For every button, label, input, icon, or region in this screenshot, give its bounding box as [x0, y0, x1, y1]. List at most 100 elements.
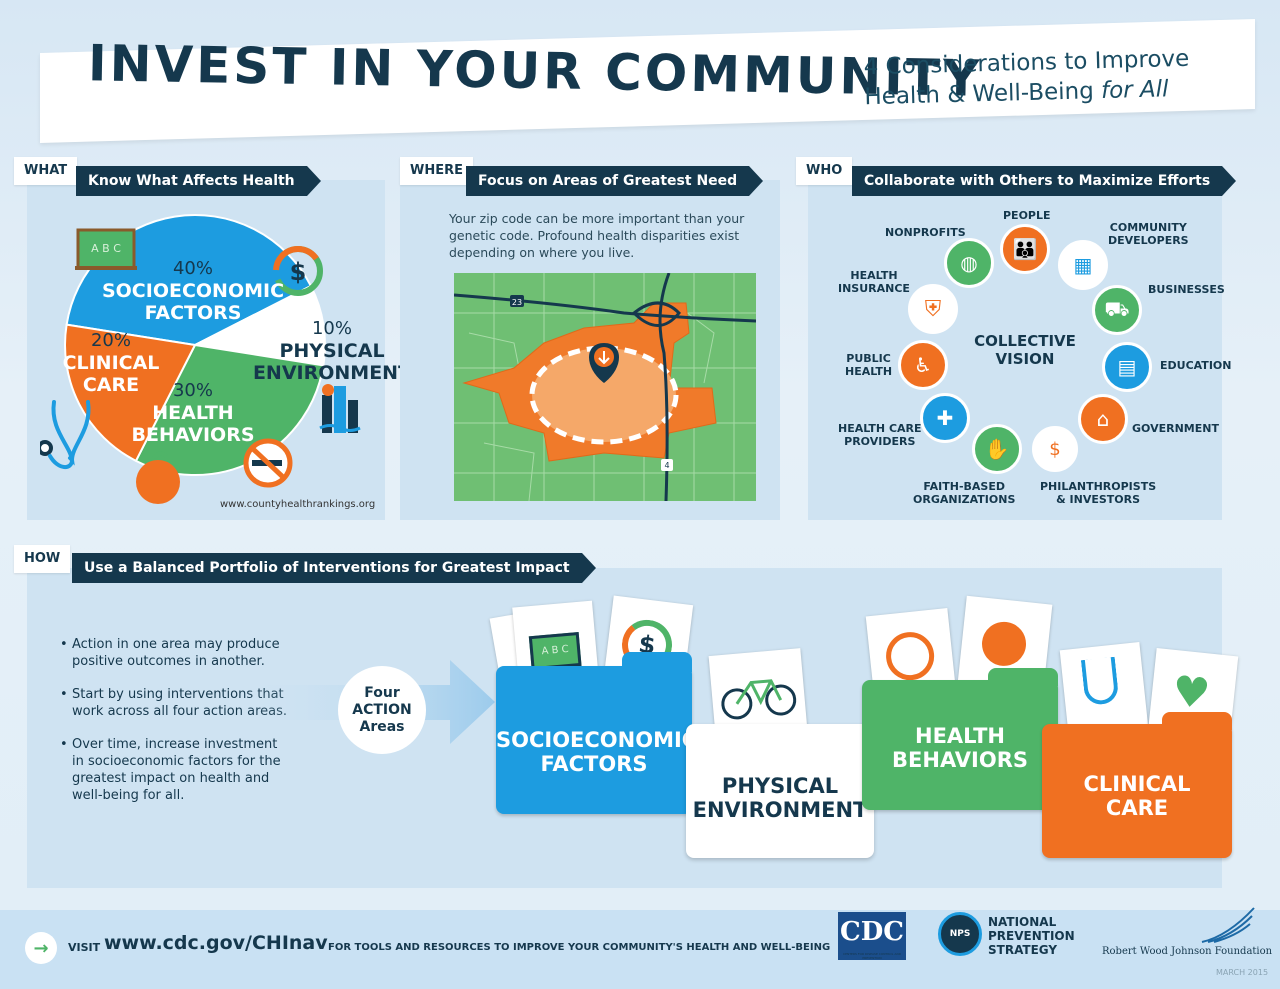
health-behaviors-folder-label: HEALTH BEHAVIORS	[862, 724, 1058, 772]
businesses-icon: ⛟	[1092, 285, 1142, 335]
folder-tab	[622, 652, 692, 672]
health-behaviors-folder: HEALTH BEHAVIORS	[862, 668, 1058, 810]
clinical-label-1: CLINICAL	[62, 352, 160, 374]
government-label: GOVERNMENT	[1132, 422, 1219, 435]
stethoscope-card	[1059, 642, 1149, 736]
route-4-label: 4	[664, 461, 669, 470]
faith-based-icon: ✋	[972, 424, 1022, 474]
faith-based-label: FAITH-BASED ORGANIZATIONS	[913, 480, 1015, 506]
physical-label-2: ENVIRONMENT	[252, 362, 412, 384]
bicycle-icon	[721, 679, 797, 720]
badge-line-2: ACTION	[352, 701, 412, 718]
collective-vision-line-1: COLLECTIVE	[974, 332, 1076, 350]
philanthropists-label: PHILANTHROPISTS & INVESTORS	[1040, 480, 1156, 506]
physical-pct: 10%	[311, 318, 352, 339]
faith-label-1: FAITH-BASED	[923, 480, 1005, 493]
nonprofits-label: NONPROFITS	[885, 226, 966, 239]
insurance-label-2: INSURANCE	[838, 282, 910, 295]
health-care-providers-label: HEALTH CARE PROVIDERS	[838, 422, 922, 448]
clinical-label-2: CARE	[82, 374, 140, 396]
health-insurance-icon: ⛨	[908, 284, 958, 334]
chalkboard-icon: A B C	[75, 228, 137, 270]
community-label-2: DEVELOPERS	[1108, 234, 1189, 247]
visit-label: VISIT	[68, 941, 101, 954]
health-factors-pie: A B C $	[40, 214, 361, 504]
footer	[0, 910, 1280, 989]
insurance-label-1: HEALTH	[850, 269, 898, 282]
health-folder-line-1: HEALTH	[915, 724, 1005, 748]
socioeconomic-folder-label: SOCIOECONOMIC FACTORS	[496, 728, 697, 776]
nps-line-1: NATIONAL	[988, 915, 1057, 929]
philanthropists-icon: $	[1032, 426, 1078, 472]
socio-pct: 40%	[172, 258, 213, 279]
how-bullets: Action in one area may produce positive …	[60, 636, 290, 820]
public-label-2: HEALTH	[845, 365, 893, 378]
collective-vision: COLLECTIVE VISION	[960, 332, 1090, 368]
education-label: EDUCATION	[1160, 359, 1232, 372]
socioeconomic-folder: SOCIOECONOMIC FACTORS	[496, 652, 697, 814]
collective-vision-line-2: VISION	[995, 350, 1055, 368]
clinical-pct: 20%	[90, 330, 131, 351]
route-23-label: 23	[512, 298, 522, 307]
orange-icon-2	[979, 619, 1029, 669]
cdc-logo-sub: CENTERS FOR DISEASE CONTROL AND PREVENTI…	[842, 952, 902, 960]
heart-icon: ♥	[1169, 665, 1213, 719]
folder-tab	[1162, 712, 1232, 730]
behaviors-label-2: BEHAVIORS	[131, 424, 255, 446]
people-label: PEOPLE	[1003, 209, 1051, 222]
stethoscope-icon	[40, 400, 91, 469]
stethoscope-icon-2	[1080, 656, 1120, 707]
svg-text:$: $	[290, 258, 307, 286]
subtitle-line-2-text: Health & Well-Being	[864, 78, 1102, 111]
how-bullet-1: Action in one area may produce positive …	[60, 636, 290, 670]
subtitle-line-2-emphasis: for All	[1100, 76, 1169, 105]
faith-label-2: ORGANIZATIONS	[913, 493, 1016, 506]
behaviors-pct: 30%	[172, 380, 213, 401]
businesses-label: BUSINESSES	[1148, 283, 1225, 296]
government-icon: ⌂	[1078, 394, 1128, 444]
nps-line-2: PREVENTION	[988, 929, 1075, 943]
footer-date: MARCH 2015	[1216, 968, 1269, 977]
clinical-slice-label: 20% CLINICAL CARE	[52, 330, 170, 396]
phys-folder-line-2: ENVIRONMENT	[692, 798, 868, 822]
physical-environment-folder: PHYSICAL ENVIRONMENT	[686, 724, 874, 858]
chalkboard-text: A B C	[91, 242, 121, 255]
phys-folder-line-1: PHYSICAL	[721, 774, 839, 798]
how-bullet-3: Over time, increase investment in socioe…	[60, 736, 290, 804]
providers-label-2: PROVIDERS	[844, 435, 916, 448]
what-tag: WHAT	[14, 157, 78, 185]
health-insurance-label: HEALTH INSURANCE	[838, 269, 910, 295]
nps-logo: NPS	[938, 912, 982, 956]
no-smoking-icon-2	[883, 629, 937, 683]
clin-folder-line-2: CARE	[1105, 796, 1169, 820]
physical-folder-label: PHYSICAL ENVIRONMENT	[686, 774, 874, 822]
public-health-label: PUBLIC HEALTH	[845, 352, 892, 378]
source-link[interactable]: www.countyhealthrankings.org	[220, 499, 376, 510]
where-tag: WHERE	[400, 157, 473, 185]
where-body: Your zip code can be more important than…	[449, 211, 745, 260]
clinical-folder-label: CLINICAL CARE	[1042, 772, 1232, 820]
cdc-url-link[interactable]: www.cdc.gov/CHInav	[104, 932, 328, 954]
behaviors-slice-label: 30% HEALTH BEHAVIORS	[118, 380, 268, 446]
badge-line-3: Areas	[359, 718, 405, 735]
how-bullet-2: Start by using interventions that work a…	[60, 686, 290, 720]
cdc-logo-text: CDC	[840, 917, 904, 947]
providers-label-1: HEALTH CARE	[838, 422, 922, 435]
physical-label-1: PHYSICAL	[279, 340, 385, 362]
arrow-right-icon[interactable]: →	[25, 932, 57, 964]
how-tag: HOW	[14, 545, 71, 573]
who-tag: WHO	[796, 157, 853, 185]
clinical-care-folder: CLINICAL CARE	[1042, 712, 1232, 858]
bicycle-card	[708, 648, 808, 738]
physical-slice-label: 10% PHYSICAL ENVIRONMENT	[238, 318, 426, 384]
zip-map: 23 4	[454, 273, 756, 501]
nonprofits-icon: ◍	[944, 238, 994, 288]
nps-label: NATIONAL PREVENTION STRATEGY	[988, 915, 1075, 957]
health-care-providers-icon: ✚	[920, 393, 970, 443]
community-developers-label: COMMUNITY DEVELOPERS	[1108, 221, 1189, 247]
page-subtitle: 4 Considerations to Improve Health & Wel…	[863, 44, 1190, 113]
clin-folder-line-1: CLINICAL	[1083, 772, 1191, 796]
philanthropists-label-2: & INVESTORS	[1056, 493, 1141, 506]
no-smoking-icon	[243, 438, 293, 488]
public-health-icon: ♿	[898, 340, 948, 390]
